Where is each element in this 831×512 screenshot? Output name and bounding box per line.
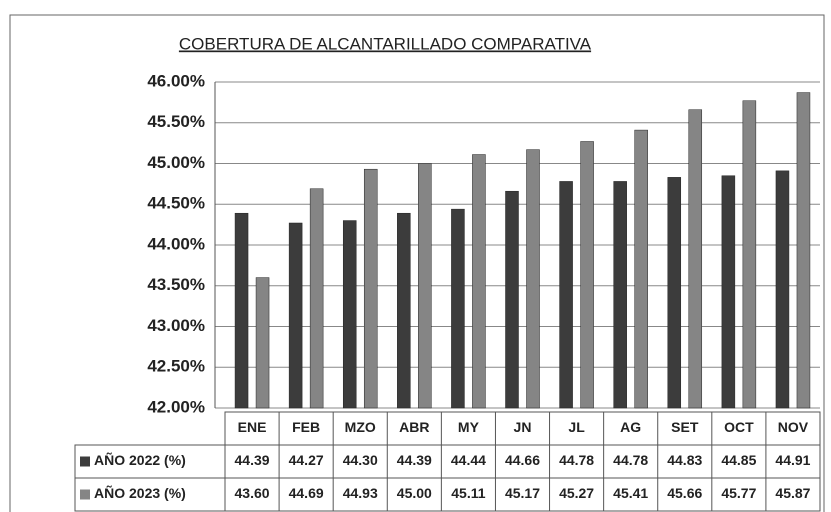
table-cell: 44.44 <box>451 452 486 468</box>
bar <box>526 149 540 409</box>
table-cell: 45.11 <box>451 485 485 501</box>
table-cell: 44.93 <box>343 485 378 501</box>
x-tick-label: SET <box>671 419 699 435</box>
bar <box>688 109 703 409</box>
table-cell: 45.66 <box>667 485 702 501</box>
bar <box>667 177 682 409</box>
bar <box>634 129 648 409</box>
bar <box>309 188 324 409</box>
bar <box>397 212 411 409</box>
bar <box>721 175 736 409</box>
table-cell: 44.66 <box>505 452 540 468</box>
x-tick-label: ENE <box>238 419 267 435</box>
bar <box>288 222 303 409</box>
table-cell: 44.69 <box>289 485 324 501</box>
legend-label: AÑO 2023 (%) <box>94 484 186 501</box>
bar <box>363 168 378 409</box>
table-cell: 44.78 <box>559 452 594 468</box>
table-cell: 44.91 <box>775 452 810 468</box>
bar <box>796 92 811 409</box>
x-tick-label: AG <box>620 419 641 435</box>
frame <box>9 14 825 512</box>
x-tick-label: JL <box>568 419 585 435</box>
table-cell: 43.60 <box>235 485 270 501</box>
y-tick-label: 45.00% <box>147 153 205 172</box>
bar <box>472 154 486 409</box>
table-cell: 44.83 <box>667 452 702 468</box>
y-tick-label: 42.50% <box>147 357 205 376</box>
legend-swatch <box>80 456 90 467</box>
y-tick-label: 43.50% <box>147 275 205 294</box>
x-tick-label: NOV <box>778 419 809 435</box>
bar <box>775 170 790 409</box>
y-tick-label: 42.00% <box>147 397 205 416</box>
x-tick-label: MZO <box>345 419 376 435</box>
y-tick-label: 43.00% <box>147 316 205 335</box>
table-cell: 45.00 <box>397 485 432 501</box>
table-cell: 45.77 <box>721 485 756 501</box>
y-tick-label: 46.00% <box>147 71 205 90</box>
bar <box>613 181 627 409</box>
table-cell: 45.27 <box>559 485 594 501</box>
bar <box>342 220 357 409</box>
table-cell: 45.87 <box>775 485 810 501</box>
table-cell: 44.39 <box>235 452 270 468</box>
bar <box>742 100 757 409</box>
chart-title: COBERTURA DE ALCANTARILLADO COMPARATIVA <box>179 34 592 53</box>
bar <box>580 141 594 409</box>
x-tick-label: OCT <box>724 419 754 435</box>
x-tick-label: ABR <box>399 419 429 435</box>
table-cell: 44.30 <box>343 452 378 468</box>
x-tick-label: MY <box>458 419 480 435</box>
y-tick-label: 44.50% <box>147 194 205 213</box>
table-cell: 44.85 <box>721 452 756 468</box>
table-cell: 44.78 <box>613 452 648 468</box>
bar <box>559 181 573 409</box>
bar <box>505 190 519 409</box>
x-tick-label: FEB <box>292 419 320 435</box>
bar <box>255 277 270 409</box>
bar <box>451 208 465 409</box>
y-tick-label: 45.50% <box>147 112 205 131</box>
bar <box>418 163 432 409</box>
y-tick-label: 44.00% <box>147 234 205 253</box>
table-cell: 45.41 <box>613 485 648 501</box>
legend-label: AÑO 2022 (%) <box>94 451 186 468</box>
table-cell: 44.39 <box>397 452 432 468</box>
legend-swatch <box>80 489 90 500</box>
x-tick-label: JN <box>514 419 532 435</box>
bar <box>234 212 249 409</box>
table-cell: 45.17 <box>505 485 540 501</box>
table-cell: 44.27 <box>289 452 324 468</box>
